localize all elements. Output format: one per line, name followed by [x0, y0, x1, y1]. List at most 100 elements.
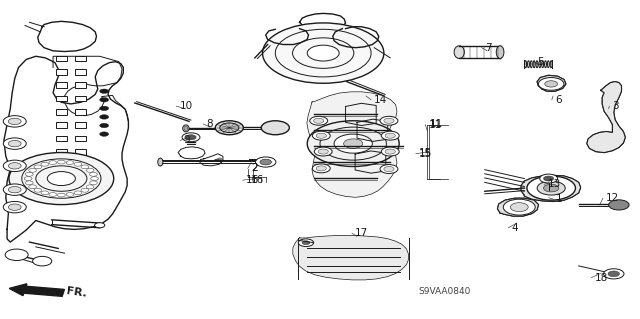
Circle shape — [540, 174, 557, 183]
Text: 8: 8 — [206, 119, 213, 129]
Circle shape — [318, 149, 328, 154]
Ellipse shape — [454, 46, 465, 58]
Circle shape — [3, 138, 26, 149]
Text: 16: 16 — [251, 175, 264, 185]
FancyBboxPatch shape — [56, 82, 67, 88]
Ellipse shape — [184, 126, 188, 130]
FancyBboxPatch shape — [56, 149, 67, 155]
FancyBboxPatch shape — [75, 149, 86, 155]
Circle shape — [316, 166, 326, 171]
FancyBboxPatch shape — [56, 109, 67, 115]
Polygon shape — [293, 236, 408, 279]
Circle shape — [381, 131, 399, 140]
Circle shape — [95, 223, 105, 228]
Circle shape — [26, 181, 33, 185]
Text: 7: 7 — [484, 43, 492, 53]
Circle shape — [215, 121, 243, 135]
Text: 3: 3 — [612, 101, 619, 111]
Polygon shape — [521, 175, 580, 201]
Circle shape — [314, 118, 324, 123]
Circle shape — [538, 78, 564, 90]
Text: 2: 2 — [251, 163, 258, 174]
Circle shape — [609, 200, 629, 210]
Circle shape — [9, 152, 114, 204]
FancyBboxPatch shape — [75, 136, 86, 141]
Circle shape — [74, 162, 82, 166]
Circle shape — [302, 241, 310, 245]
FancyBboxPatch shape — [75, 109, 86, 115]
Circle shape — [81, 165, 89, 169]
Text: 13: 13 — [547, 179, 561, 189]
Text: 15: 15 — [419, 149, 432, 159]
Circle shape — [316, 133, 326, 138]
Circle shape — [8, 140, 21, 147]
Circle shape — [380, 165, 398, 174]
Circle shape — [255, 157, 276, 167]
FancyBboxPatch shape — [56, 69, 67, 75]
Text: 15: 15 — [419, 148, 432, 158]
Text: 12: 12 — [606, 193, 620, 203]
Circle shape — [81, 188, 89, 192]
Circle shape — [34, 165, 42, 169]
Circle shape — [47, 172, 76, 186]
Circle shape — [260, 159, 271, 165]
Circle shape — [41, 191, 49, 195]
Circle shape — [41, 162, 49, 166]
Circle shape — [58, 160, 65, 164]
FancyBboxPatch shape — [75, 56, 86, 61]
Text: 2: 2 — [251, 163, 258, 174]
Circle shape — [510, 203, 528, 211]
FancyArrow shape — [9, 284, 65, 296]
Circle shape — [33, 256, 52, 266]
Circle shape — [66, 193, 74, 197]
Circle shape — [24, 177, 32, 181]
Circle shape — [537, 181, 565, 195]
Circle shape — [527, 176, 575, 200]
Circle shape — [503, 199, 535, 215]
Circle shape — [380, 116, 398, 125]
Circle shape — [3, 160, 26, 172]
Circle shape — [543, 184, 559, 192]
Text: 11: 11 — [430, 119, 443, 129]
Text: 6: 6 — [555, 95, 562, 105]
Circle shape — [262, 23, 384, 83]
Circle shape — [90, 172, 97, 176]
Circle shape — [604, 269, 624, 279]
Circle shape — [100, 123, 109, 128]
Circle shape — [220, 123, 239, 132]
Circle shape — [334, 134, 372, 153]
Circle shape — [100, 106, 109, 111]
Circle shape — [312, 131, 330, 140]
Circle shape — [29, 168, 36, 172]
Circle shape — [86, 185, 94, 189]
Circle shape — [314, 147, 332, 156]
Circle shape — [298, 239, 314, 247]
Circle shape — [182, 133, 200, 142]
Circle shape — [545, 81, 557, 87]
Circle shape — [385, 149, 396, 154]
FancyBboxPatch shape — [56, 122, 67, 128]
Circle shape — [86, 168, 94, 172]
Text: 16: 16 — [246, 175, 259, 185]
Polygon shape — [307, 92, 397, 197]
Circle shape — [91, 177, 99, 181]
Circle shape — [8, 204, 21, 210]
Circle shape — [381, 147, 399, 156]
Circle shape — [385, 133, 396, 138]
Circle shape — [26, 172, 33, 176]
Circle shape — [384, 167, 394, 172]
Text: 18: 18 — [595, 273, 608, 283]
Ellipse shape — [496, 46, 504, 58]
Circle shape — [312, 164, 330, 173]
Polygon shape — [587, 82, 625, 152]
Circle shape — [100, 132, 109, 136]
Circle shape — [8, 118, 21, 124]
Text: 11: 11 — [429, 120, 442, 130]
Text: 14: 14 — [374, 95, 388, 105]
Circle shape — [100, 115, 109, 119]
Circle shape — [8, 163, 21, 169]
Circle shape — [608, 271, 620, 277]
Circle shape — [344, 139, 363, 148]
FancyBboxPatch shape — [75, 122, 86, 128]
Circle shape — [3, 201, 26, 213]
